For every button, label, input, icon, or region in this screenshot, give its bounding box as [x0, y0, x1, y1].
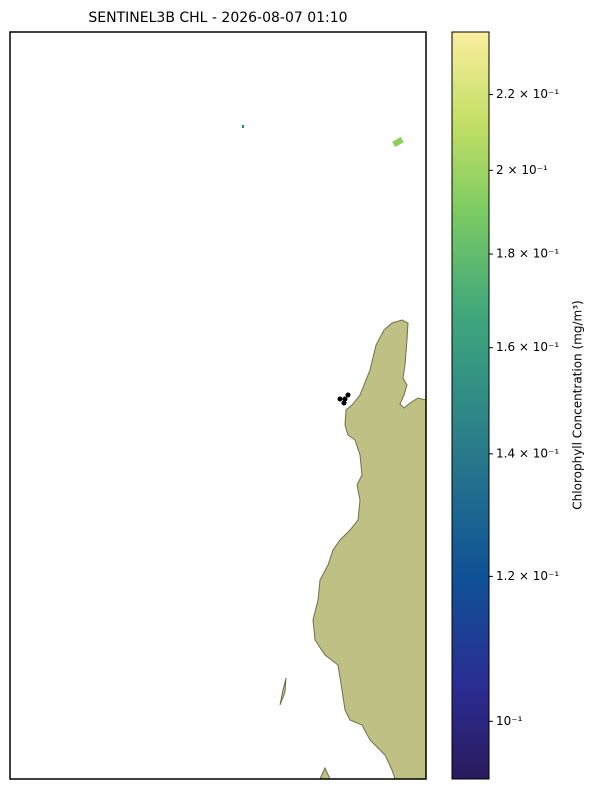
- chl-pixel: [392, 136, 404, 148]
- map-frame: [9, 31, 427, 780]
- colorbar-tick-label: 10⁻¹: [496, 714, 523, 728]
- map-title: SENTINEL3B CHL - 2026-08-07 01:10: [88, 10, 347, 26]
- colorbar-tick-label: 2 × 10⁻¹: [496, 163, 548, 177]
- colorbar-tick-label: 2.2 × 10⁻¹: [496, 87, 559, 101]
- station: [345, 392, 351, 398]
- colorbar-tick-label: 1.6 × 10⁻¹: [496, 340, 559, 354]
- chl-pixel: [242, 125, 244, 128]
- land: [312, 319, 427, 780]
- station: [337, 396, 343, 402]
- station-markers: [337, 392, 351, 406]
- map: [9, 31, 427, 780]
- island: [279, 677, 287, 706]
- colorbar-tick-label: 1.4 × 10⁻¹: [496, 446, 559, 460]
- colorbar: [451, 31, 490, 780]
- colorbar-tick-label: 1.2 × 10⁻¹: [496, 569, 559, 583]
- station: [341, 400, 347, 406]
- colorbar-tick-label: 1.8 × 10⁻¹: [496, 247, 559, 261]
- colorbar-label: Chlorophyll Concentration (mg/m³): [571, 300, 585, 509]
- station: [342, 396, 348, 402]
